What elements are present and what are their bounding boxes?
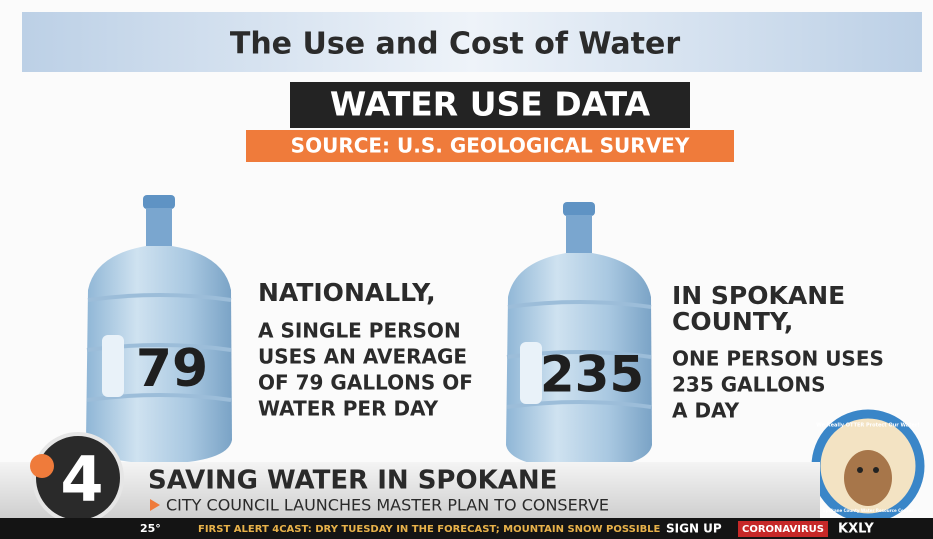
badge-text: We Really OTTER Protect Our Water!	[816, 423, 919, 429]
slide-title: The Use and Cost of Water	[230, 27, 680, 62]
panel-body: USES AN AVERAGE	[258, 345, 467, 369]
logo-dot	[30, 454, 54, 478]
panel-body: A SINGLE PERSON	[258, 319, 461, 343]
badge-text: Spokane County Water Resource Center	[823, 508, 913, 513]
panel-number: 79	[136, 339, 208, 399]
screen: The Use and Cost of Water WATER USE DATA…	[0, 0, 933, 539]
ticker-text: FIRST ALERT 4CAST: DRY TUESDAY IN THE FO…	[198, 524, 661, 535]
panel-body: WATER PER DAY	[258, 397, 439, 421]
panel-body: A DAY	[672, 399, 740, 423]
sign-up[interactable]: SIGN UP	[666, 522, 722, 536]
channel-number: 4	[60, 443, 103, 516]
panel-body: OF 79 GALLONS OF	[258, 371, 473, 395]
otter-badge	[816, 414, 920, 518]
panel-heading: COUNTY,	[672, 307, 793, 336]
subhead: CITY COUNCIL LAUNCHES MASTER PLAN TO CON…	[166, 496, 609, 515]
station: KXLY	[838, 522, 874, 537]
panel-body: ONE PERSON USES	[672, 347, 884, 371]
banner-text: WATER USE DATA	[330, 85, 651, 124]
source-text: SOURCE: U.S. GEOLOGICAL SURVEY	[291, 134, 690, 158]
temperature: 25°	[140, 522, 161, 535]
panel-heading: NATIONALLY,	[258, 278, 436, 307]
panel-body: 235 GALLONS	[672, 373, 826, 397]
topic: CORONAVIRUS	[742, 524, 824, 535]
headline: SAVING WATER IN SPOKANE	[148, 466, 557, 496]
panel-heading: IN SPOKANE	[672, 281, 845, 310]
page: { "slide": { "title": "The Use and Cost …	[0, 0, 933, 539]
panel-number: 235	[540, 346, 644, 404]
